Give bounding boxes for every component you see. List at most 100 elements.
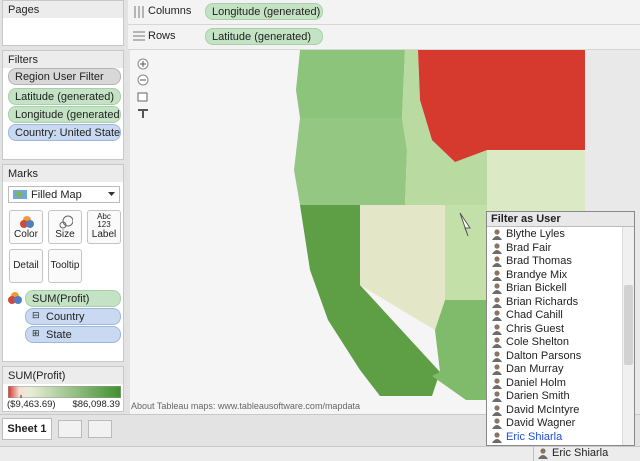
user-item[interactable]: Dalton Parsons: [488, 350, 622, 364]
map-icon: [13, 190, 27, 199]
shelf-pill[interactable]: Longitude (generated): [205, 3, 323, 20]
user-name: Blythe Lyles: [506, 228, 565, 240]
label-icon: Abc 123: [88, 213, 120, 229]
label-icon-text: 123: [97, 220, 111, 229]
user-item[interactable]: Brian Bickell: [488, 282, 622, 296]
user-icon: [492, 283, 502, 294]
user-list: Blythe Lyles Brad Fair Brad Thomas Brandye …: [488, 228, 622, 445]
user-icon: [492, 377, 502, 389]
new-sheet-button[interactable]: [58, 420, 82, 438]
user-name: David Wagner: [506, 417, 576, 429]
button-label: Detail: [13, 260, 39, 271]
user-item[interactable]: David Wagner: [488, 417, 622, 431]
state-wyoming: [487, 150, 585, 220]
user-item[interactable]: Brad Fair: [488, 242, 622, 256]
shelf-label: Rows: [148, 30, 176, 42]
color-button[interactable]: Color: [9, 210, 43, 244]
pages-title: Pages: [3, 1, 123, 18]
state-california: [300, 205, 440, 396]
user-item[interactable]: Brad Thomas: [488, 255, 622, 269]
user-item[interactable]: Brian Richards: [488, 296, 622, 310]
user-name: Cole Shelton: [506, 336, 569, 348]
status-bar: Eric Shiarla: [0, 446, 640, 461]
button-label: Color: [14, 229, 38, 240]
field-pill[interactable]: ⊞ State: [25, 326, 121, 343]
button-label: Size: [55, 229, 75, 240]
user-item[interactable]: Darien Smith: [488, 390, 622, 404]
pages-panel: Pages: [2, 0, 124, 46]
marks-panel: Marks Filled Map Color Size Abc 123 Label…: [2, 164, 124, 362]
user-item[interactable]: Chris Guest: [488, 323, 622, 337]
filter-pill[interactable]: Country: United States ..: [8, 124, 121, 141]
user-item[interactable]: Eric Shiarla: [488, 431, 622, 445]
status-user-name: Eric Shiarla: [552, 447, 609, 459]
user-name: Dan Murray: [506, 363, 564, 375]
field-name: Country: [46, 311, 85, 323]
state-arizona: [432, 300, 500, 400]
user-item[interactable]: David McIntyre: [488, 404, 622, 418]
user-icon: [492, 418, 502, 429]
user-icon: [492, 350, 502, 362]
user-name: Darien Smith: [506, 390, 570, 402]
field-pill[interactable]: SUM(Profit): [25, 290, 121, 307]
state-washington: [296, 50, 405, 118]
scroll-thumb[interactable]: [624, 285, 633, 365]
size-button[interactable]: Size: [48, 210, 82, 244]
filters-title: Filters: [3, 51, 123, 68]
tooltip-button[interactable]: Tooltip: [48, 249, 82, 283]
user-item[interactable]: Brandye Mix: [488, 269, 622, 283]
user-name: Brad Thomas: [506, 255, 572, 267]
user-name: Dalton Parsons: [506, 349, 582, 362]
user-item[interactable]: Chad Cahill: [488, 309, 622, 323]
user-icon: [492, 310, 502, 321]
map-attribution: About Tableau maps: www.tableausoftware.…: [131, 401, 360, 411]
scrollbar[interactable]: [622, 227, 634, 445]
label-icon-text: Abc: [97, 212, 111, 221]
user-item[interactable]: Dan Murray: [488, 363, 622, 377]
field-pill[interactable]: ⊟ Country: [25, 308, 121, 325]
filter-pill[interactable]: Latitude (generated): [8, 88, 121, 105]
user-item[interactable]: Blythe Lyles: [488, 228, 622, 242]
state-idaho: [402, 50, 487, 205]
new-dashboard-button[interactable]: [88, 420, 112, 438]
size-icon: [59, 215, 73, 229]
user-name: David McIntyre: [506, 403, 580, 416]
pin-map[interactable]: [138, 109, 148, 118]
color-field-icon: [8, 292, 22, 304]
user-item[interactable]: Cole Shelton: [488, 336, 622, 350]
user-icon: [492, 404, 502, 416]
expand-icon: ⊞: [32, 328, 40, 338]
sheet-tab[interactable]: Sheet 1: [2, 418, 52, 440]
state-nevada: [360, 205, 445, 330]
detail-button[interactable]: Detail: [9, 249, 43, 283]
legend-panel: SUM(Profit) ($9,463.69) $86,098.39: [2, 366, 124, 412]
user-icon: [492, 431, 502, 443]
columns-shelf: Columns Longitude (generated): [128, 0, 640, 25]
marks-title: Marks: [3, 165, 123, 182]
user-icon: [538, 448, 548, 459]
color-icon: [20, 216, 34, 228]
shelf-pill[interactable]: Latitude (generated): [205, 28, 323, 45]
user-name: Chad Cahill: [506, 309, 563, 321]
user-name: Daniel Holm: [506, 376, 566, 389]
filters-panel: Filters Region User Filter Latitude (gen…: [2, 50, 124, 160]
mark-type-dropdown[interactable]: Filled Map: [8, 186, 120, 203]
filter-pill[interactable]: Region User Filter: [8, 68, 121, 85]
rows-icon: [133, 31, 145, 41]
map-controls: [137, 58, 149, 118]
user-icon: [492, 364, 502, 375]
columns-icon: [134, 6, 144, 18]
mark-type: Filled Map: [31, 189, 82, 201]
user-name: Brad Fair: [506, 241, 552, 254]
user-item[interactable]: Daniel Holm: [488, 377, 622, 391]
user-icon: [492, 323, 502, 335]
filter-pill[interactable]: Longitude (generated): [8, 106, 121, 123]
filter-as-user-popup: Filter as User: [486, 211, 635, 446]
status-user[interactable]: Eric Shiarla: [533, 447, 608, 461]
label-button[interactable]: Abc 123 Label: [87, 210, 121, 244]
zoom-area[interactable]: [137, 92, 148, 102]
legend-min: ($9,463.69): [7, 399, 56, 410]
user-icon: [492, 256, 502, 267]
user-name: Eric Shiarla: [506, 430, 563, 443]
